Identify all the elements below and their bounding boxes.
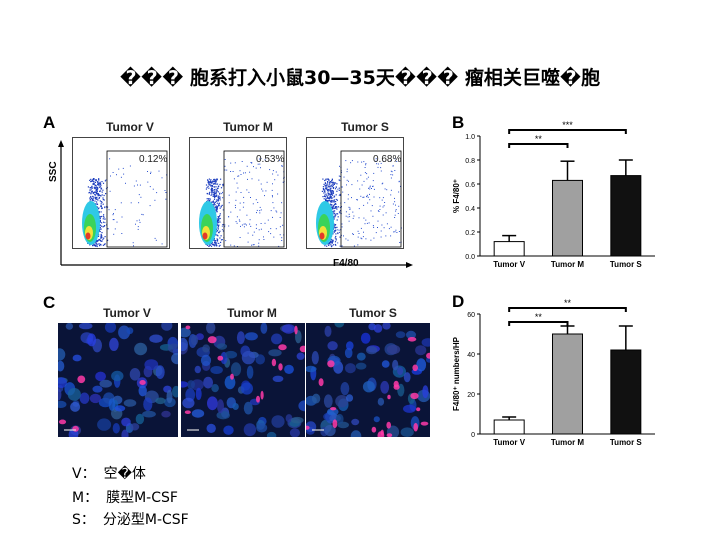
chart-d-bar-2 bbox=[610, 349, 642, 435]
chart-b: 0.0 0.2 0.4 0.6 0.8 1.0 % F4/80⁺ Tumor V Tumor M… bbox=[452, 120, 655, 269]
legend-item-m: M： 膜型M-CSF bbox=[72, 487, 178, 507]
flow-percent-v: 0.12% bbox=[139, 154, 168, 165]
flow-plot-s: 0.68% bbox=[306, 137, 404, 249]
flow-plot-v: 0.12% bbox=[72, 137, 170, 249]
flow-plot-m: 0.53% bbox=[189, 137, 287, 249]
slide-title: ��� 胞系打入小鼠30—35天��� 瘤相关巨噬�胞 bbox=[119, 67, 601, 89]
micro-image-s bbox=[306, 323, 430, 437]
chart-d-ylabel: F4/80⁺ numbers/HP bbox=[452, 336, 461, 411]
micro-image-m bbox=[181, 323, 305, 437]
chart-b-ytick-label: 0.6 bbox=[465, 182, 475, 189]
micro-image-v bbox=[58, 323, 178, 437]
flow-title-m: Tumor M bbox=[223, 120, 273, 134]
chart-d-sig-inner: ** bbox=[535, 312, 543, 322]
legend-item-v: V： 空�体 bbox=[72, 463, 146, 483]
flow-title-s: Tumor S bbox=[341, 120, 389, 134]
chart-b-bar-0 bbox=[493, 241, 525, 257]
flow-xlabel: F4/80 bbox=[333, 258, 359, 269]
legend-key: S： bbox=[72, 512, 95, 528]
panel-d-label: D bbox=[452, 292, 465, 311]
flow-scatter-s bbox=[316, 150, 402, 248]
chart-b-bracket-outer bbox=[508, 129, 627, 134]
chart-d-bar-1 bbox=[552, 333, 583, 435]
micro-title-m: Tumor M bbox=[227, 306, 277, 320]
chart-d-ytick-label: 0 bbox=[471, 432, 475, 439]
flow-percent-s: 0.68% bbox=[373, 154, 402, 165]
legend-key: V： bbox=[72, 466, 96, 482]
chart-b-bracket-inner bbox=[508, 143, 569, 148]
panel-b-label: B bbox=[452, 113, 465, 132]
chart-b-xtick-label-1: Tumor M bbox=[551, 260, 585, 269]
legend-text: 空�体 bbox=[103, 466, 146, 482]
chart-d-xtick-label-1: Tumor M bbox=[551, 438, 585, 447]
panel-c-label: C bbox=[43, 293, 56, 312]
flow-scatter-v bbox=[82, 150, 168, 248]
chart-b-ytick-label: 0.2 bbox=[465, 230, 475, 237]
chart-b-ytick-label: 0.8 bbox=[465, 158, 475, 165]
chart-d-ytick-label: 20 bbox=[467, 392, 475, 399]
chart-b-xtick-label-0: Tumor V bbox=[493, 260, 526, 269]
chart-d-sig-outer: ** bbox=[564, 298, 572, 308]
chart-b-ylabel: % F4/80⁺ bbox=[452, 179, 461, 213]
flow-percent-m: 0.53% bbox=[256, 154, 285, 165]
flow-axes bbox=[58, 140, 413, 268]
chart-d-ytick-label: 40 bbox=[467, 352, 475, 359]
chart-d-xtick-label-2: Tumor S bbox=[610, 438, 643, 447]
flow-title-v: Tumor V bbox=[106, 120, 154, 134]
chart-d: 0 20 40 60 F4/80⁺ numbers/HP Tumor V Tumor M Tu… bbox=[452, 298, 655, 447]
panel-a-label: A bbox=[43, 113, 56, 132]
micro-title-s: Tumor S bbox=[349, 306, 397, 320]
chart-d-bracket-inner bbox=[508, 321, 569, 326]
flow-ylabel: SSC bbox=[48, 161, 59, 182]
chart-b-sig-inner: ** bbox=[535, 134, 543, 144]
chart-d-xtick-label-0: Tumor V bbox=[493, 438, 526, 447]
chart-b-ytick-label: 0.4 bbox=[465, 206, 475, 213]
chart-b-xtick-label-2: Tumor S bbox=[610, 260, 643, 269]
legend-item-s: S： 分泌型M-CSF bbox=[72, 509, 189, 529]
legend-text: 膜型M-CSF bbox=[106, 490, 178, 506]
chart-d-bar-0 bbox=[493, 419, 525, 435]
legend-text: 分泌型M-CSF bbox=[102, 512, 189, 528]
micro-title-v: Tumor V bbox=[103, 306, 151, 320]
chart-d-bracket-outer bbox=[508, 307, 627, 312]
chart-b-ytick-label: 0.0 bbox=[465, 254, 475, 261]
chart-d-ytick-label: 60 bbox=[467, 312, 475, 319]
chart-b-ytick-label: 1.0 bbox=[465, 134, 475, 141]
flow-scatter-m bbox=[199, 150, 285, 248]
chart-b-bar-1 bbox=[552, 179, 583, 257]
legend-key: M： bbox=[72, 490, 99, 506]
chart-b-bar-2 bbox=[610, 175, 642, 257]
chart-b-sig-outer: *** bbox=[562, 120, 573, 130]
